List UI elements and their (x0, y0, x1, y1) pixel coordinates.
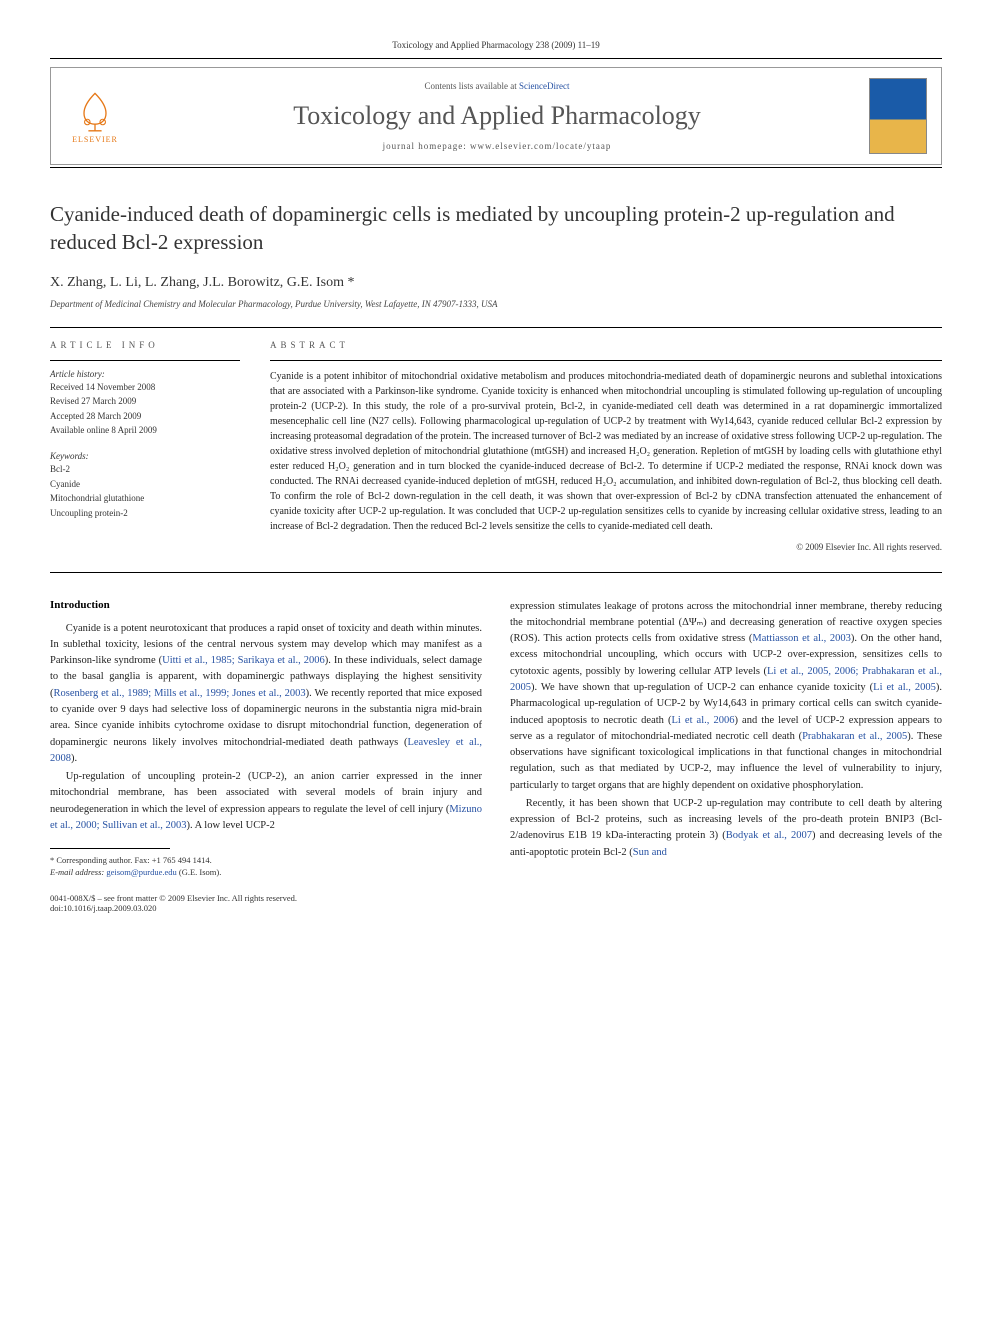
citation[interactable]: Li et al., 2006 (672, 715, 735, 726)
keyword-2: Cyanide (50, 478, 240, 491)
journal-homepage-pre: journal homepage: (383, 141, 470, 151)
introduction-heading: Introduction (50, 599, 482, 611)
citation[interactable]: Rosenberg et al., 1989; Mills et al., 19… (54, 688, 306, 699)
keyword-4: Uncoupling protein-2 (50, 507, 240, 520)
rule-info (50, 360, 240, 361)
article-title: Cyanide-induced death of dopaminergic ce… (50, 200, 942, 257)
corresponding-author-note: * Corresponding author. Fax: +1 765 494 … (50, 855, 482, 867)
article-info-heading: article info (50, 340, 240, 350)
footer-doi: doi:10.1016/j.taap.2009.03.020 (50, 903, 942, 913)
author-list: X. Zhang, L. Li, L. Zhang, J.L. Borowitz… (50, 275, 942, 291)
abstract-heading: abstract (270, 340, 942, 350)
rule-below-abstract (50, 572, 942, 573)
journal-cover-thumbnail (869, 78, 927, 154)
rule-abstract (270, 360, 942, 361)
history-label: Article history: (50, 369, 240, 379)
affiliation: Department of Medicinal Chemistry and Mo… (50, 299, 942, 309)
intro-para-4: Recently, it has been shown that UCP-2 u… (510, 796, 942, 861)
abstract-text: Cyanide is a potent inhibitor of mitocho… (270, 369, 942, 534)
running-header: Toxicology and Applied Pharmacology 238 … (50, 40, 942, 50)
elsevier-wordmark: ELSEVIER (72, 135, 118, 144)
contents-lists-line: Contents lists available at ScienceDirec… (125, 81, 869, 91)
contents-banner: ELSEVIER Contents lists available at Sci… (50, 67, 942, 165)
article-info-column: article info Article history: Received 1… (50, 340, 240, 552)
contents-lists-pre: Contents lists available at (425, 81, 519, 91)
email-footnote: E-mail address: geisom@purdue.edu (G.E. … (50, 867, 482, 879)
rule-top (50, 58, 942, 59)
history-accepted: Accepted 28 March 2009 (50, 410, 240, 423)
intro-para-3: expression stimulates leakage of protons… (510, 599, 942, 794)
body-right-column: expression stimulates leakage of protons… (510, 599, 942, 879)
sciencedirect-link[interactable]: ScienceDirect (519, 81, 569, 91)
citation[interactable]: Bodyak et al., 2007 (726, 830, 812, 841)
intro-para-1: Cyanide is a potent neurotoxicant that p… (50, 621, 482, 767)
keywords-label: Keywords: (50, 451, 240, 461)
citation[interactable]: Sun and (633, 847, 667, 858)
citation[interactable]: Uitti et al., 1985; Sarikaya et al., 200… (162, 655, 325, 666)
abstract-copyright: © 2009 Elsevier Inc. All rights reserved… (270, 542, 942, 552)
intro-para-2: Up-regulation of uncoupling protein-2 (U… (50, 769, 482, 834)
journal-name: Toxicology and Applied Pharmacology (125, 101, 869, 131)
citation[interactable]: Prabhakaran et al., 2005 (802, 731, 907, 742)
rule-below-banner (50, 167, 942, 168)
rule-above-abstract (50, 327, 942, 328)
citation[interactable]: Mattiasson et al., 2003 (752, 633, 851, 644)
journal-homepage-url: www.elsevier.com/locate/ytaap (470, 141, 611, 151)
keyword-1: Bcl-2 (50, 463, 240, 476)
elsevier-logo: ELSEVIER (65, 82, 125, 150)
footnote-rule (50, 848, 170, 849)
history-revised: Revised 27 March 2009 (50, 395, 240, 408)
history-received: Received 14 November 2008 (50, 381, 240, 394)
keyword-3: Mitochondrial glutathione (50, 492, 240, 505)
citation[interactable]: Li et al., 2005 (873, 682, 936, 693)
history-online: Available online 8 April 2009 (50, 424, 240, 437)
email-link[interactable]: geisom@purdue.edu (106, 867, 176, 877)
body-left-column: Introduction Cyanide is a potent neuroto… (50, 599, 482, 879)
journal-homepage: journal homepage: www.elsevier.com/locat… (125, 141, 869, 151)
elsevier-tree-icon (73, 89, 117, 133)
footer-issn: 0041-008X/$ – see front matter © 2009 El… (50, 893, 942, 903)
abstract-column: abstract Cyanide is a potent inhibitor o… (270, 340, 942, 552)
